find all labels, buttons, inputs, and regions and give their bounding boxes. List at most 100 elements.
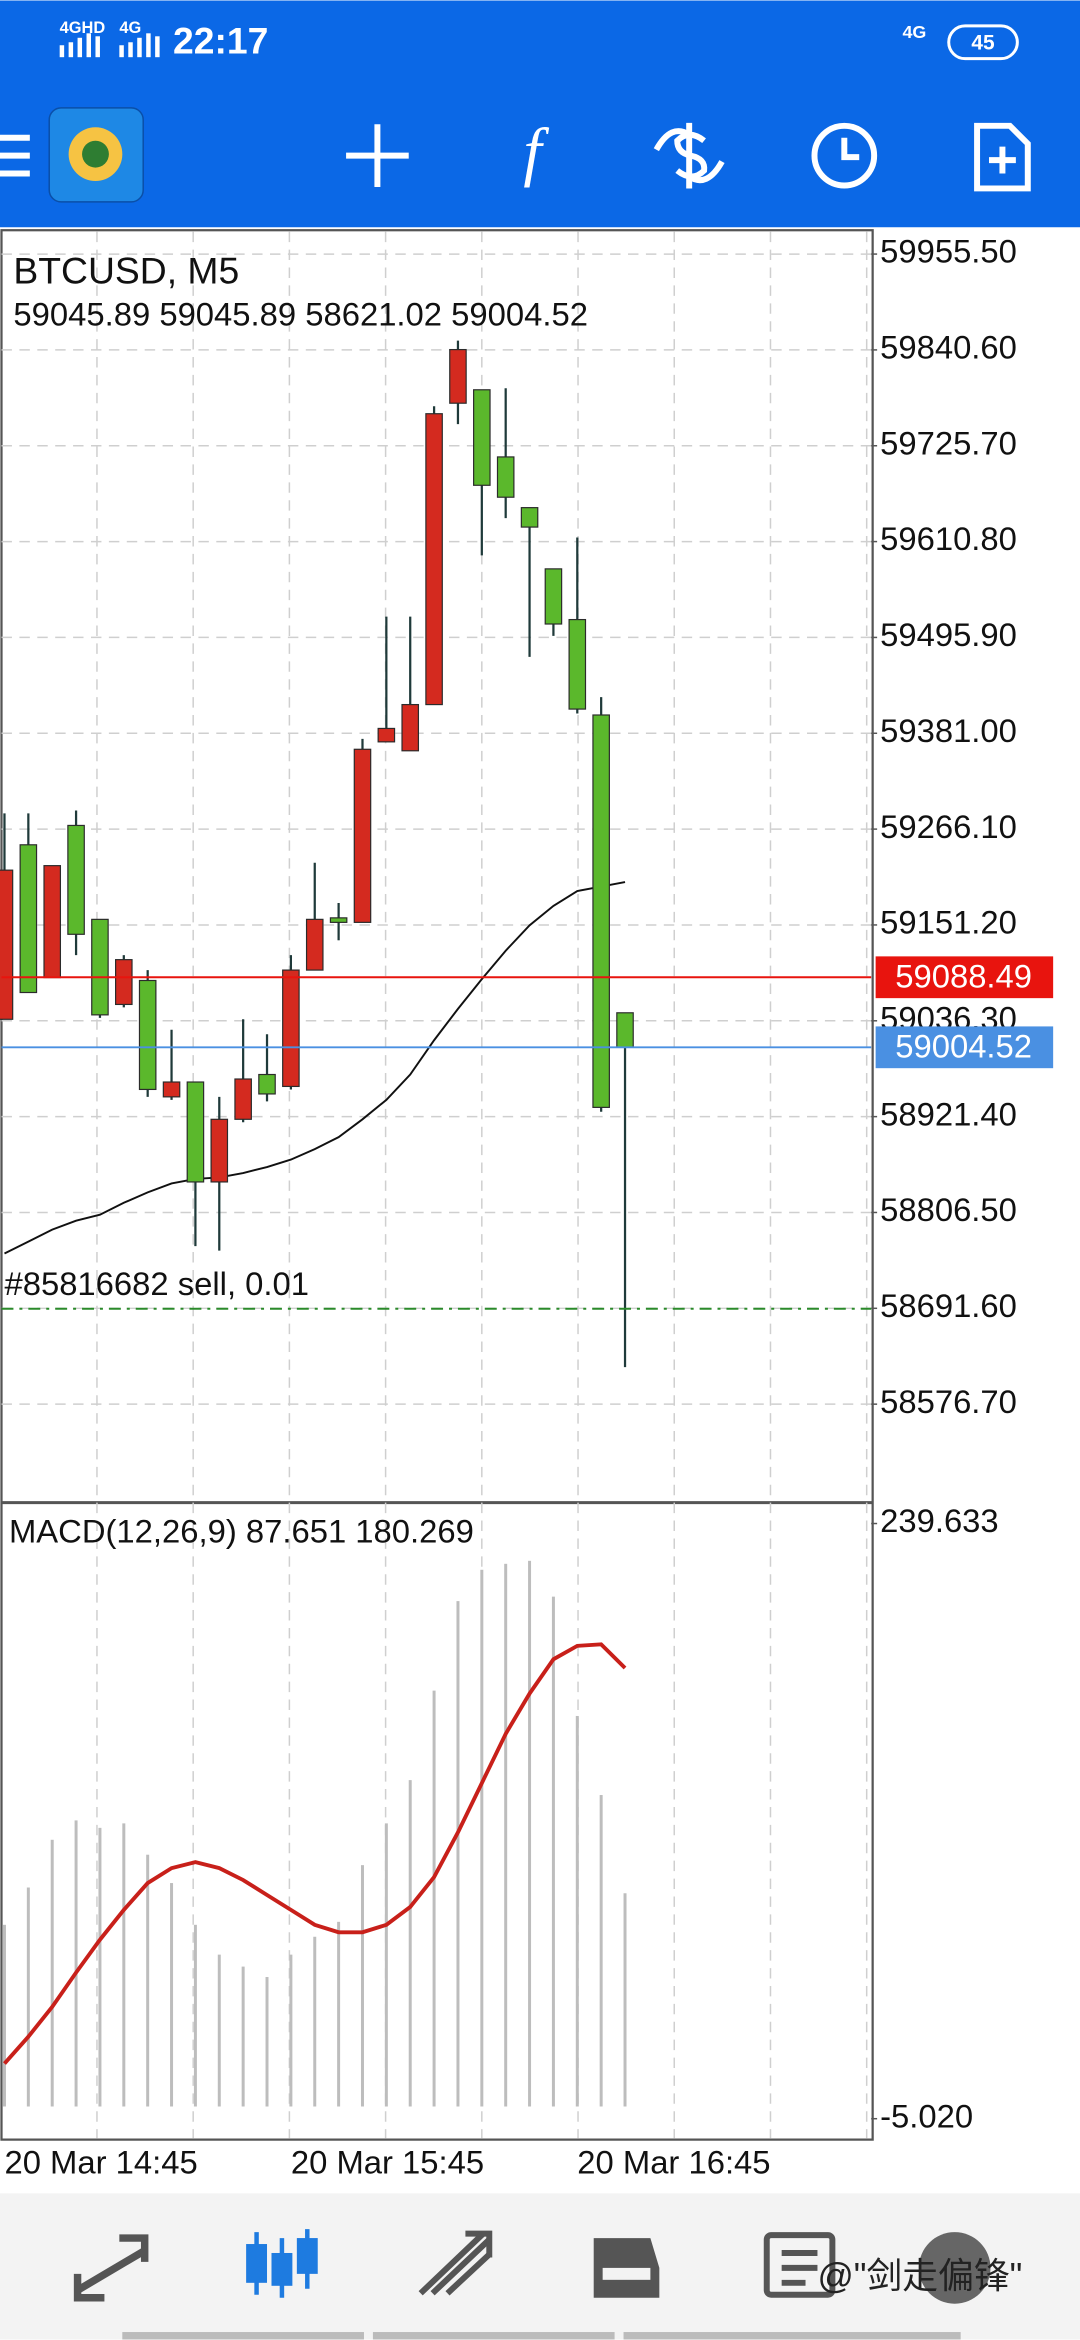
crosshair-button[interactable]	[346, 124, 409, 187]
y-tick-label: 58806.50	[880, 1191, 1017, 1228]
histogram-bar	[217, 1954, 221, 2107]
clock: 22:17	[173, 20, 268, 62]
histogram-bar	[408, 1780, 412, 2107]
histogram-bar	[2, 1924, 6, 2107]
candle-body	[496, 456, 515, 498]
histogram-bar	[26, 1887, 30, 2107]
x-tick-label: 20 Mar 16:45	[577, 2144, 770, 2181]
candle-body	[210, 1118, 229, 1183]
network-label: 4GHD	[60, 19, 106, 37]
candle-body	[91, 918, 109, 1016]
histogram-bar	[98, 1827, 102, 2107]
histogram-bar	[599, 1795, 603, 2107]
candle-body	[568, 618, 587, 710]
period-button[interactable]	[811, 122, 878, 189]
signal-icon	[59, 33, 160, 58]
histogram-bar	[623, 1893, 627, 2107]
histogram-bar	[480, 1569, 484, 2107]
quotes-tab[interactable]	[73, 2234, 149, 2302]
histogram-bar	[50, 1839, 54, 2107]
ohlc-readout: 59045.89 59045.89 58621.02 59004.52	[13, 295, 588, 332]
candle-body	[473, 389, 491, 486]
candle-body	[43, 865, 62, 979]
candle-body	[67, 824, 85, 935]
candle-body	[234, 1078, 252, 1120]
order-label: #85816682 sell, 0.01	[4, 1265, 309, 1302]
candle-body	[592, 714, 610, 1108]
histogram-bar	[551, 1596, 555, 2107]
y-tick-label: 58691.60	[880, 1287, 1017, 1324]
network-label: 4G	[902, 22, 926, 42]
y-tick-label: 59266.10	[880, 808, 1017, 845]
y-tick-label: 239.633	[880, 1502, 999, 1539]
candle-body	[520, 507, 539, 528]
moving-average	[4, 881, 626, 1255]
bottom-nav	[0, 2193, 1080, 2340]
histogram-bar	[504, 1563, 508, 2107]
app-icon-logo	[82, 140, 109, 168]
price-tag	[875, 956, 1054, 999]
histogram-bar	[337, 1921, 341, 2107]
histogram-bar	[146, 1854, 150, 2107]
chart-title: BTCUSD, M5	[13, 249, 239, 291]
trade-tab[interactable]	[418, 2230, 493, 2296]
y-tick-label: 59381.00	[880, 712, 1017, 749]
y-tick-label: 59495.90	[880, 616, 1017, 653]
candle-body	[329, 917, 348, 923]
price-tag	[875, 1026, 1054, 1069]
histogram-bar	[122, 1823, 126, 2107]
battery-level: 45	[971, 31, 995, 54]
y-tick-label: 59955.50	[880, 233, 1017, 270]
y-tick-label: 59840.60	[880, 329, 1017, 366]
histogram-bar	[193, 1924, 197, 2107]
candle-body	[377, 727, 396, 743]
menu-button[interactable]	[0, 134, 30, 177]
price-tag-label: 59088.49	[895, 957, 1032, 994]
candle-body	[0, 869, 14, 1020]
candle-body	[449, 348, 467, 404]
history-tab[interactable]	[593, 2238, 660, 2298]
x-tick-label: 20 Mar 15:45	[291, 2144, 484, 2181]
candle-body	[544, 568, 563, 625]
candle-body	[138, 979, 157, 1091]
x-tick-label: 20 Mar 14:45	[4, 2144, 197, 2181]
macd-title: MACD(12,26,9) 87.651 180.269	[9, 1513, 474, 1550]
candle-body	[19, 844, 38, 994]
y-tick-label: 59610.80	[880, 520, 1017, 557]
candle-body	[305, 918, 324, 971]
histogram-bar	[456, 1601, 460, 2107]
messages-tab[interactable]	[918, 2232, 991, 2304]
histogram-bar	[170, 1883, 174, 2107]
candle-body	[425, 413, 443, 706]
nav-indicator	[122, 2332, 961, 2340]
candle-body	[258, 1073, 276, 1095]
chart-tab[interactable]	[246, 2229, 318, 2298]
histogram-bar	[432, 1690, 436, 2107]
candle-body	[401, 703, 420, 752]
network-label: 4G	[119, 19, 141, 37]
plot-layer: 59955.50 59840.60 59725.70 59610.80 59495.90…	[0, 233, 1054, 2181]
y-tick-label: -5.020	[880, 2097, 973, 2134]
price-tag-label: 59004.52	[895, 1027, 1032, 1064]
news-tab[interactable]	[763, 2232, 836, 2298]
histogram-bar	[74, 1820, 78, 2107]
y-tick-label: 58576.70	[880, 1383, 1017, 1420]
histogram-bar	[384, 1823, 388, 2107]
vertical-grid	[96, 231, 868, 2139]
app-bar	[0, 0, 1080, 228]
histogram-bar	[360, 1865, 364, 2107]
histogram-bar	[528, 1560, 532, 2107]
candle-body	[186, 1081, 205, 1183]
battery-icon	[947, 24, 1019, 61]
candle-body	[282, 969, 300, 1088]
histogram-bar	[575, 1715, 579, 2107]
watermark: @"剑走偏锋"	[817, 2256, 1022, 2296]
y-tick-label: 59151.20	[880, 904, 1017, 941]
histogram-bar	[313, 1936, 317, 2107]
histogram-bar	[265, 1977, 269, 2107]
y-tick-label: 59725.70	[880, 424, 1017, 461]
trade-button[interactable]	[653, 122, 725, 189]
new-order-button[interactable]	[974, 122, 1031, 192]
